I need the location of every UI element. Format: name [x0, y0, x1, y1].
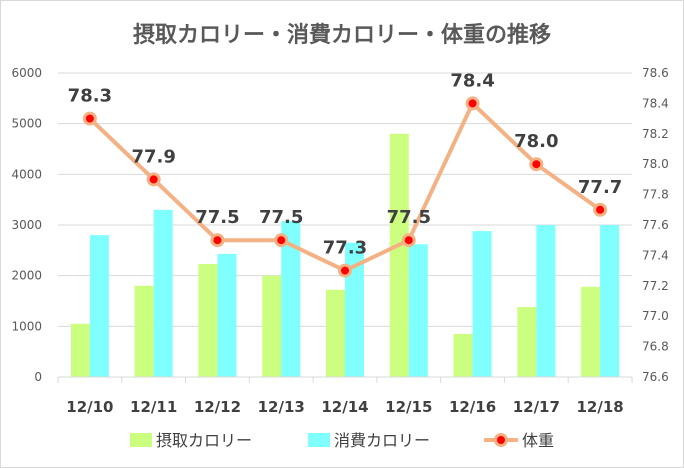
weight-marker: [277, 236, 286, 245]
legend-swatch-intake: [130, 433, 152, 447]
intake-bar: [198, 264, 218, 377]
burned-bar: [536, 225, 556, 377]
weight-data-label: 77.5: [195, 207, 239, 228]
intake-bar: [134, 285, 154, 377]
x-tick-label: 12/11: [130, 398, 177, 416]
y-right-tick-label: 77.6: [642, 218, 669, 232]
legend-label-burned: 消費カロリー: [334, 431, 430, 450]
burned-bar: [217, 253, 237, 377]
x-tick-label: 12/17: [513, 398, 560, 416]
intake-bar: [581, 286, 601, 377]
weight-marker: [213, 236, 222, 245]
intake-bar: [389, 133, 409, 377]
weight-data-label: 78.3: [68, 86, 112, 107]
legend-swatch-burned: [308, 433, 330, 447]
chart-title: 摂取カロリー・消費カロリー・体重の推移: [133, 22, 551, 48]
x-tick-label: 12/15: [385, 398, 432, 416]
intake-bar: [517, 307, 537, 377]
y-left-tick-label: 2000: [11, 269, 42, 283]
y-left-tick-label: 1000: [11, 319, 42, 333]
burned-bar: [281, 220, 301, 377]
y-left-tick-label: 3000: [11, 218, 42, 232]
intake-bar: [70, 323, 90, 377]
y-right-tick-label: 78.0: [642, 157, 669, 171]
intake-bar: [453, 333, 473, 377]
y-right-tick-label: 77.4: [642, 248, 669, 262]
weight-marker: [85, 114, 94, 123]
weight-data-label: 77.3: [323, 238, 367, 259]
burned-bar: [408, 244, 428, 377]
burned-bar: [153, 209, 173, 377]
burned-bar: [89, 235, 109, 377]
weight-marker: [596, 205, 605, 214]
x-tick-label: 12/13: [258, 398, 305, 416]
legend-swatch-weight-marker: [497, 436, 505, 444]
weight-data-label: 78.0: [514, 131, 558, 152]
y-left-tick-label: 4000: [11, 167, 42, 181]
weight-data-label: 77.5: [387, 207, 431, 228]
y-right-tick-label: 78.4: [642, 96, 669, 110]
weight-data-label: 77.5: [259, 207, 303, 228]
intake-bar: [326, 289, 345, 377]
y-right-tick-label: 78.6: [642, 66, 669, 80]
x-tick-label: 12/16: [449, 398, 496, 416]
weight-marker: [341, 266, 349, 275]
y-right-tick-label: 77.8: [642, 188, 669, 202]
y-right-tick-label: 78.2: [642, 127, 669, 141]
y-left-tick-label: 5000: [11, 117, 42, 131]
legend-label-weight: 体重: [522, 431, 554, 450]
weight-marker: [468, 99, 477, 108]
weight-marker: [532, 160, 541, 169]
y-left-tick-label: 0: [34, 370, 42, 384]
x-tick-label: 12/14: [321, 398, 368, 416]
weight-data-label: 77.7: [578, 177, 622, 198]
weight-marker: [404, 236, 413, 245]
weight-marker: [149, 175, 158, 184]
weight-data-label: 78.4: [450, 70, 494, 91]
burned-bar: [600, 225, 620, 377]
x-tick-label: 12/18: [576, 398, 623, 416]
y-right-tick-label: 76.8: [642, 340, 669, 354]
burned-bar: [472, 231, 492, 377]
x-tick-label: 12/12: [194, 398, 241, 416]
legend-label-intake: 摂取カロリー: [156, 431, 252, 450]
y-right-tick-label: 77.0: [642, 309, 669, 323]
y-right-tick-label: 77.2: [642, 279, 669, 293]
y-right-tick-label: 76.6: [642, 370, 669, 384]
y-left-tick-label: 6000: [11, 66, 42, 80]
x-tick-label: 12/10: [66, 398, 113, 416]
intake-bar: [262, 275, 282, 377]
weight-data-label: 77.9: [131, 146, 175, 167]
burned-bar: [345, 242, 364, 377]
